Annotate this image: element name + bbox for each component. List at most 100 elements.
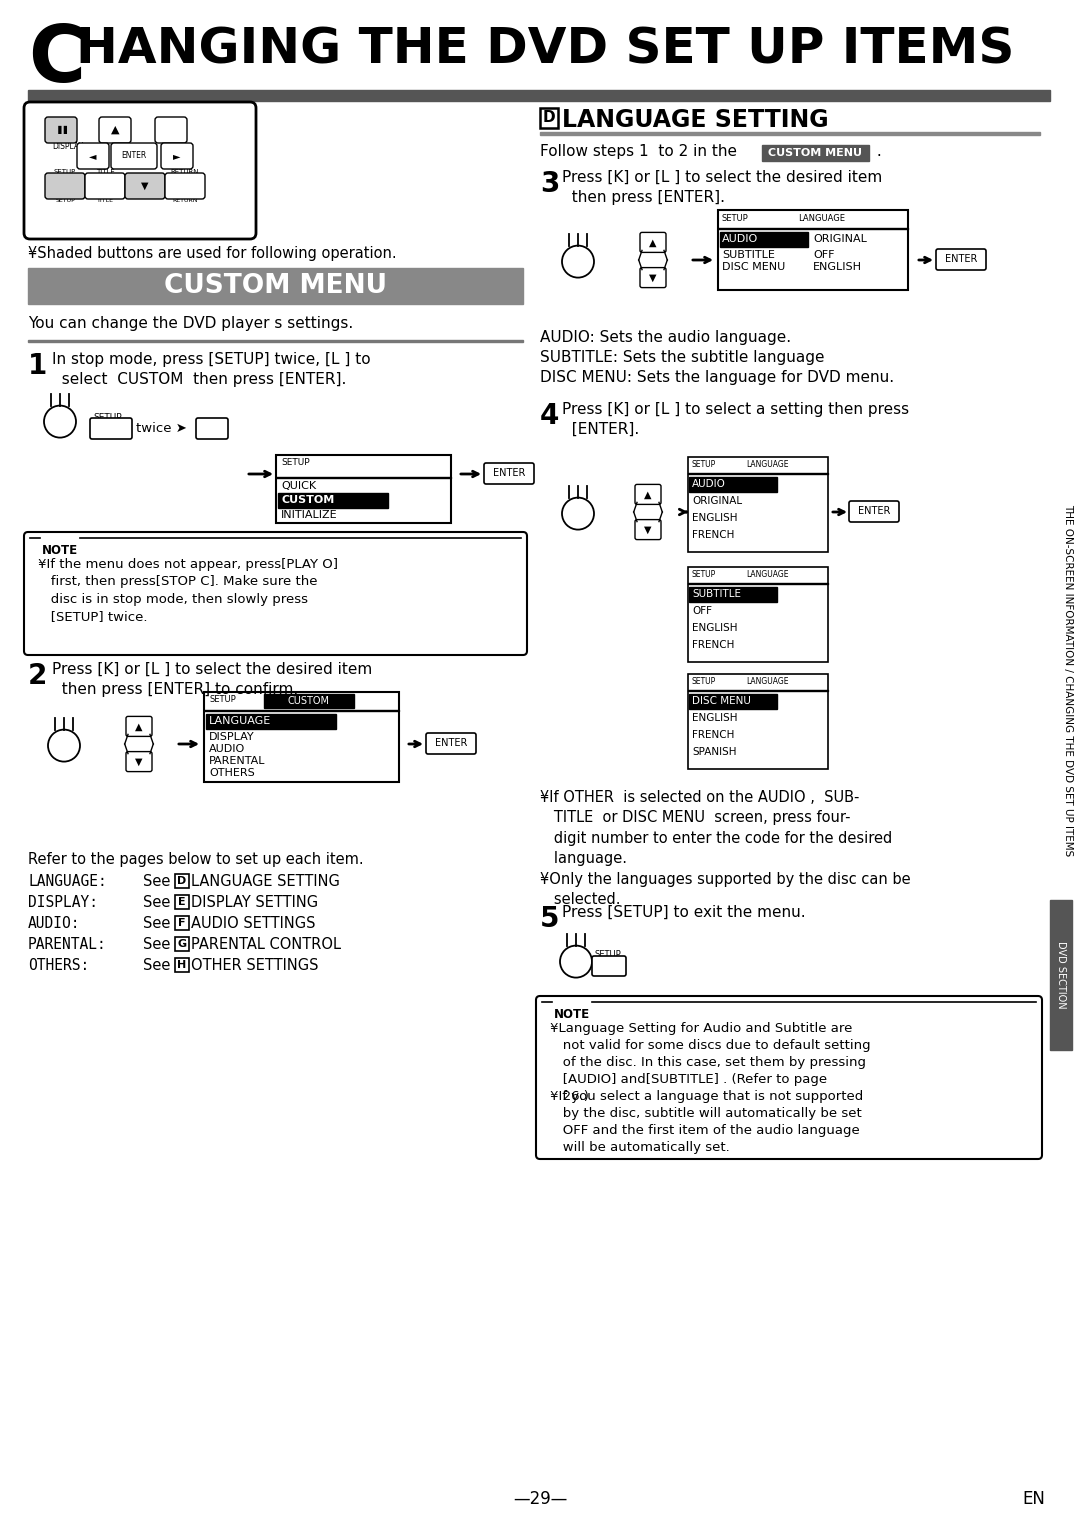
Text: 5: 5: [540, 905, 559, 932]
FancyBboxPatch shape: [90, 418, 132, 439]
Text: Press [K] or [L ] to select the desired item: Press [K] or [L ] to select the desired …: [52, 662, 373, 678]
Text: ENTER: ENTER: [492, 468, 525, 479]
Text: You can change the DVD player s settings.: You can change the DVD player s settings…: [28, 316, 353, 331]
Text: See: See: [143, 874, 171, 890]
FancyBboxPatch shape: [156, 118, 187, 143]
Text: SETUP: SETUP: [210, 694, 235, 703]
Text: SUBTITLE: SUBTITLE: [692, 589, 741, 600]
Text: LANGUAGE:: LANGUAGE:: [28, 874, 107, 890]
Text: SUBTITLE: Sets the subtitle language: SUBTITLE: Sets the subtitle language: [540, 349, 824, 365]
Text: SUBTITLE: SUBTITLE: [723, 250, 774, 259]
Bar: [276, 455, 451, 523]
Text: ▐▐: ▐▐: [54, 125, 67, 134]
FancyBboxPatch shape: [45, 118, 77, 143]
Text: OFF: OFF: [692, 606, 712, 617]
Bar: [720, 232, 808, 247]
Text: then press [ENTER] to confirm.: then press [ENTER] to confirm.: [52, 682, 298, 697]
Text: RETURN: RETURN: [172, 198, 198, 203]
Text: ENTER: ENTER: [435, 739, 468, 748]
Text: F: F: [178, 919, 186, 928]
Text: ▲: ▲: [111, 125, 119, 134]
Text: LANGUAGE: LANGUAGE: [746, 678, 788, 687]
Text: PARENTAL CONTROL: PARENTAL CONTROL: [191, 937, 341, 952]
Text: SETUP: SETUP: [692, 678, 716, 687]
Text: PARENTAL:: PARENTAL:: [28, 937, 107, 952]
Text: CUSTOM: CUSTOM: [288, 696, 330, 707]
Text: ▼: ▼: [207, 423, 216, 433]
Text: Press [K] or [L ] to select a setting then press: Press [K] or [L ] to select a setting th…: [562, 401, 909, 417]
Text: AUDIO: AUDIO: [692, 479, 726, 488]
FancyBboxPatch shape: [126, 716, 152, 737]
Text: LANGUAGE: LANGUAGE: [746, 571, 788, 578]
FancyBboxPatch shape: [635, 519, 661, 540]
Text: CUSTOM: CUSTOM: [281, 494, 334, 505]
Bar: [762, 145, 869, 162]
Text: ▼: ▼: [141, 182, 149, 191]
Text: NOTE: NOTE: [42, 543, 78, 557]
FancyBboxPatch shape: [426, 732, 476, 754]
Text: ENTER: ENTER: [121, 151, 147, 160]
Text: See: See: [143, 896, 171, 909]
Text: OTHERS: OTHERS: [210, 768, 255, 778]
Text: RETURN: RETURN: [171, 169, 199, 175]
Text: OTHERS:: OTHERS:: [28, 958, 90, 974]
Text: In stop mode, press [SETUP] twice, [L ] to: In stop mode, press [SETUP] twice, [L ] …: [52, 353, 370, 366]
Text: LANGUAGE: LANGUAGE: [746, 459, 788, 468]
FancyBboxPatch shape: [99, 118, 131, 143]
Bar: [28, 90, 1050, 101]
Text: Refer to the pages below to set up each item.: Refer to the pages below to set up each …: [28, 852, 364, 867]
Text: ▼: ▼: [135, 757, 143, 766]
Text: LANGUAGE: LANGUAGE: [210, 716, 271, 726]
FancyBboxPatch shape: [24, 102, 256, 240]
Bar: [540, 108, 558, 128]
Text: twice ➤: twice ➤: [136, 421, 187, 435]
Text: DVD SECTION: DVD SECTION: [1056, 942, 1066, 1009]
Text: ENTER: ENTER: [945, 255, 977, 264]
FancyBboxPatch shape: [640, 232, 666, 252]
FancyBboxPatch shape: [77, 143, 109, 169]
Text: ▲: ▲: [649, 238, 657, 247]
Bar: [1050, 900, 1072, 1050]
Text: DISPLAY: DISPLAY: [210, 732, 255, 742]
Text: DISPLAY SETTING: DISPLAY SETTING: [191, 896, 319, 909]
Text: QUICK: QUICK: [281, 481, 316, 491]
Text: SETUP: SETUP: [692, 571, 716, 578]
Bar: [718, 211, 908, 290]
Text: ▲: ▲: [135, 722, 143, 731]
Text: ¥If the menu does not appear, press[PLAY O]
   first, then press[STOP C]. Make s: ¥If the menu does not appear, press[PLAY…: [38, 559, 338, 624]
Text: ¥Only the languages supported by the disc can be
   selected.: ¥Only the languages supported by the dis…: [540, 871, 910, 908]
Text: AUDIO SETTINGS: AUDIO SETTINGS: [191, 916, 315, 931]
Text: Press [SETUP] to exit the menu.: Press [SETUP] to exit the menu.: [562, 905, 806, 920]
Text: SETUP: SETUP: [93, 414, 122, 423]
Bar: [278, 493, 388, 508]
Text: 4: 4: [540, 401, 559, 430]
FancyBboxPatch shape: [849, 501, 899, 522]
FancyBboxPatch shape: [936, 249, 986, 270]
Bar: [175, 896, 189, 909]
Text: C: C: [28, 21, 85, 98]
Text: ORIGINAL: ORIGINAL: [813, 233, 867, 244]
Bar: [688, 674, 828, 769]
Text: 1: 1: [28, 353, 48, 380]
Bar: [264, 694, 354, 708]
Text: ►: ►: [173, 151, 180, 162]
Text: SPANISH: SPANISH: [692, 748, 737, 757]
Text: TITLE: TITLE: [96, 198, 113, 203]
Text: DISC MENU: Sets the language for DVD menu.: DISC MENU: Sets the language for DVD men…: [540, 369, 894, 385]
Text: Follow steps 1  to 2 in the: Follow steps 1 to 2 in the: [540, 143, 737, 159]
FancyBboxPatch shape: [161, 143, 193, 169]
Bar: [540, 133, 1040, 134]
Text: CUSTOM MENU: CUSTOM MENU: [768, 148, 862, 159]
Bar: [175, 958, 189, 972]
Text: ORIGINAL: ORIGINAL: [692, 496, 742, 507]
Text: AUDIO: AUDIO: [210, 745, 245, 754]
Bar: [175, 874, 189, 888]
Text: ¥Shaded buttons are used for following operation.: ¥Shaded buttons are used for following o…: [28, 246, 396, 261]
Text: FRENCH: FRENCH: [692, 729, 734, 740]
Text: [ENTER].: [ENTER].: [562, 423, 639, 436]
Text: 3: 3: [540, 169, 559, 198]
Text: DISC MENU: DISC MENU: [723, 262, 785, 272]
Text: —29—: —29—: [513, 1489, 567, 1508]
Text: TITLE: TITLE: [96, 169, 114, 175]
Text: AUDIO:: AUDIO:: [28, 916, 81, 931]
